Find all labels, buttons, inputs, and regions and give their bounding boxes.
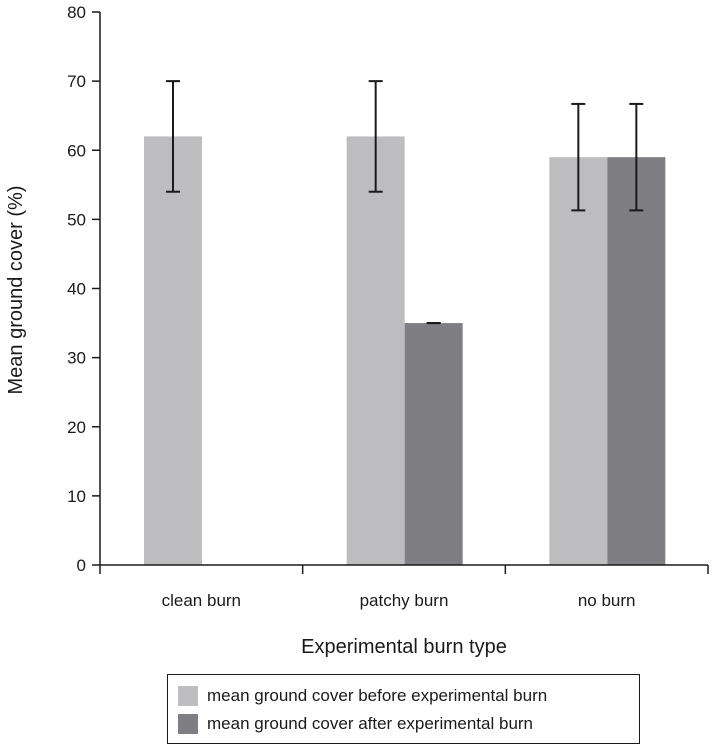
legend-item-after: mean ground cover after experimental bur…: [178, 711, 533, 737]
y-tick-label: 60: [67, 141, 86, 160]
y-tick-label: 40: [67, 280, 86, 299]
y-tick-label: 0: [77, 556, 86, 575]
x-tick-label: clean burn: [162, 591, 241, 610]
legend-item-before: mean ground cover before experimental bu…: [178, 683, 547, 709]
bars-group: [144, 136, 666, 566]
error-bars-group: [166, 80, 644, 325]
bar-before-no-burn: [549, 157, 608, 565]
bar-after-no-burn: [607, 157, 666, 565]
legend: mean ground cover before experimental bu…: [167, 674, 640, 744]
y-tick-label: 10: [67, 487, 86, 506]
error-bar-before-patchy-burn: [368, 80, 383, 193]
y-tick-label: 70: [67, 72, 86, 91]
x-axis-title: Experimental burn type: [301, 636, 507, 658]
y-axis-title: Mean ground cover (%): [5, 186, 27, 395]
axes-group: 0 10 20 30 40 50 60 70 80 clean burn patchy burn no…: [67, 3, 709, 610]
error-bar-after-no-burn: [629, 102, 644, 212]
y-tick-label: 20: [67, 418, 86, 437]
x-tick-label: patchy burn: [360, 591, 449, 610]
error-bar-before-no-burn: [571, 102, 586, 212]
legend-swatch-before: [178, 686, 198, 706]
y-tick-label: 30: [67, 349, 86, 368]
bar-before-clean-burn: [144, 136, 202, 566]
legend-label-before: mean ground cover before experimental bu…: [207, 686, 548, 705]
error-bar-before-clean-burn: [166, 80, 180, 193]
x-tick-label: no burn: [578, 591, 636, 610]
legend-swatch-after: [178, 714, 198, 734]
y-tick-label: 50: [67, 210, 86, 229]
y-tick-label: 80: [67, 3, 86, 22]
legend-label-after: mean ground cover after experimental bur…: [207, 714, 534, 733]
bar-after-patchy-burn: [404, 323, 463, 565]
bar-before-patchy-burn: [346, 136, 405, 566]
